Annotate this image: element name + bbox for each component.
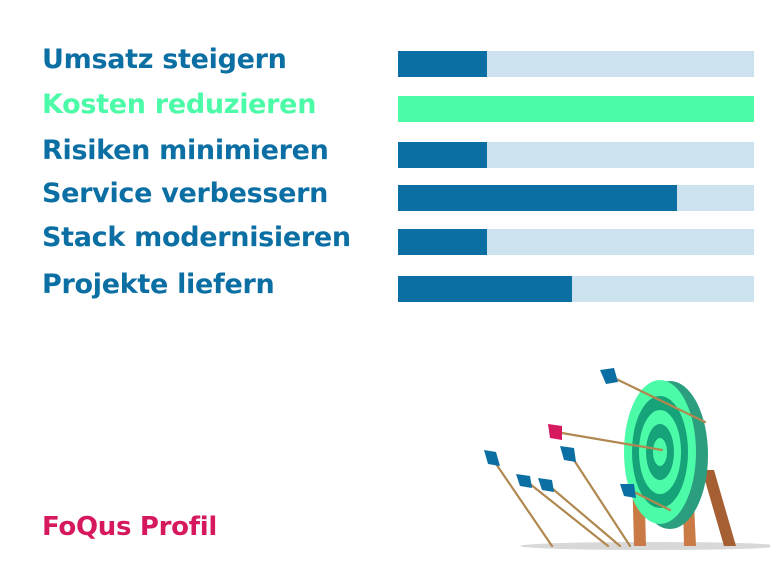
- goal-label: Projekte liefern: [42, 269, 275, 300]
- stand-leg-right: [702, 470, 736, 546]
- progress-track: [398, 276, 754, 302]
- progress-track: [398, 142, 754, 168]
- progress-track: [398, 51, 754, 77]
- goal-row-projekte: Projekte liefern: [0, 262, 778, 308]
- target-bullseye: [653, 438, 667, 466]
- progress-fill: [398, 229, 487, 255]
- goal-row-kosten: Kosten reduzieren: [0, 82, 778, 128]
- goal-row-umsatz: Umsatz steigern: [0, 37, 778, 83]
- brand-logo: FoQus Profil: [42, 512, 217, 542]
- progress-track: [398, 185, 754, 211]
- progress-fill: [398, 51, 487, 77]
- arrow-fletchings: [484, 368, 636, 498]
- arrow-shafts: [490, 374, 707, 548]
- ground-shadow: [520, 542, 778, 550]
- goal-label: Umsatz steigern: [42, 44, 287, 75]
- progress-fill: [398, 142, 487, 168]
- progress-track: [398, 96, 754, 122]
- goal-row-risiken: Risiken minimieren: [0, 128, 778, 174]
- goal-label: Risiken minimieren: [42, 135, 329, 166]
- target-with-arrows-icon: [470, 350, 778, 560]
- progress-fill: [398, 96, 754, 122]
- progress-fill: [398, 276, 572, 302]
- goal-row-service: Service verbessern: [0, 171, 778, 217]
- progress-track: [398, 229, 754, 255]
- progress-fill: [398, 185, 677, 211]
- goal-label: Kosten reduzieren: [42, 89, 317, 120]
- goal-label: Stack modernisieren: [42, 222, 351, 253]
- goal-row-stack: Stack modernisieren: [0, 215, 778, 261]
- goal-label: Service verbessern: [42, 178, 329, 209]
- goal-list: Umsatz steigern Kosten reduzieren Risike…: [0, 37, 778, 308]
